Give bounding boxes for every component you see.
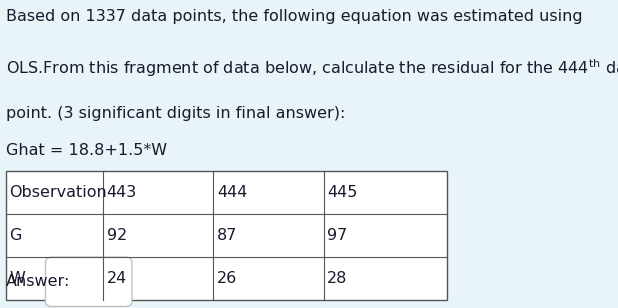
Text: 24: 24	[107, 271, 127, 286]
Text: 97: 97	[327, 228, 347, 243]
Text: 444: 444	[217, 185, 247, 200]
Text: Answer:: Answer:	[6, 274, 70, 289]
Text: 28: 28	[327, 271, 347, 286]
Text: G: G	[9, 228, 22, 243]
Text: W: W	[9, 271, 25, 286]
Text: 443: 443	[107, 185, 137, 200]
Text: 445: 445	[327, 185, 358, 200]
Text: point. (3 significant digits in final answer):: point. (3 significant digits in final an…	[6, 106, 345, 121]
Text: Observation: Observation	[9, 185, 108, 200]
Text: Based on 1337 data points, the following equation was estimated using: Based on 1337 data points, the following…	[6, 9, 583, 24]
Text: 26: 26	[217, 271, 237, 286]
Text: Ghat = 18.8+1.5*W: Ghat = 18.8+1.5*W	[6, 143, 167, 158]
Text: 92: 92	[107, 228, 127, 243]
Text: 87: 87	[217, 228, 237, 243]
Text: OLS.From this fragment of data below, calculate the residual for the 444$^{\math: OLS.From this fragment of data below, ca…	[6, 57, 618, 79]
FancyBboxPatch shape	[46, 257, 132, 306]
